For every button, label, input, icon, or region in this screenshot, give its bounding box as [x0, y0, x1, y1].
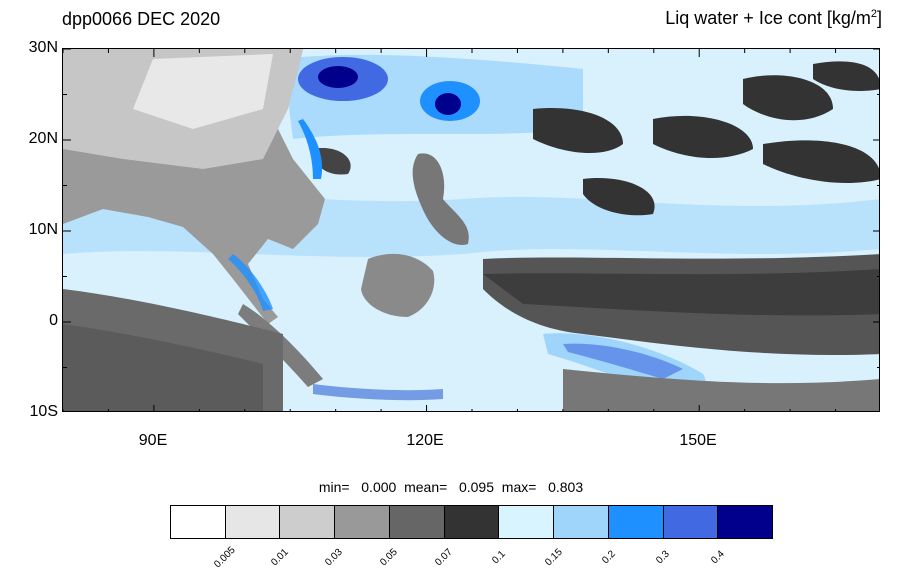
dataset-title: dpp0066 DEC 2020: [62, 9, 221, 29]
stats-mean-value: 0.095: [458, 479, 495, 495]
navy-patch-luzon: [435, 93, 461, 115]
blue-coast-malaysia: [228, 254, 273, 311]
colorbar-segment: [280, 506, 336, 538]
lon-label-120e: 120E: [406, 432, 444, 449]
land-plateau: [133, 54, 273, 129]
colorbar-tick-label: 0.03: [323, 546, 346, 569]
field-stats: min= 0.000 mean= 0.095 max= 0.803: [0, 479, 902, 495]
stats-min-label: min=: [318, 479, 350, 495]
lon-label-90e: 90E: [138, 432, 168, 449]
colorbar-segment: [608, 506, 664, 538]
cloud-cluster-2: [653, 115, 753, 159]
axis-ticks: [63, 49, 879, 411]
cloud-cluster-6: [583, 178, 655, 216]
variable-title: Liq water + Ice cont [kg/m2]: [665, 8, 882, 29]
colorbar-segment: [225, 506, 281, 538]
map-field: [63, 49, 879, 411]
cloud-belt-southeast: [563, 369, 879, 411]
blue-coast-vietnam: [298, 119, 323, 179]
lat-label-0: 0: [49, 312, 58, 329]
cloud-cluster-7: [313, 148, 351, 175]
cloud-belt-east-dark: [483, 269, 879, 316]
cloud-cluster-1: [533, 108, 623, 154]
colorbar-tick-label: 0.2: [599, 548, 618, 567]
stats-max-value: 0.803: [548, 479, 584, 495]
variable-title-main: Liq water + Ice cont [kg/m: [665, 8, 871, 28]
map-panel: [62, 48, 880, 412]
colorbar: [170, 505, 773, 539]
colorbar-segment: [663, 506, 719, 538]
land-philippines: [412, 153, 469, 245]
stats-max-label: max=: [501, 479, 537, 495]
cloud-cluster-3: [743, 75, 833, 121]
stats-mean-label: mean=: [404, 479, 448, 495]
colorbar-segment: [389, 506, 445, 538]
colorbar-segment: [554, 506, 609, 538]
land-java: [313, 384, 443, 401]
colorbar-tick-label: 0.3: [654, 548, 673, 567]
colorbar-segment: [335, 506, 390, 538]
colorbar-tick-label: 0.4: [709, 548, 727, 567]
colorbar-tick-label: 0.01: [268, 546, 291, 569]
lat-label-10n: 10N: [28, 221, 58, 238]
colorbar-tick-label: 0.15: [542, 546, 565, 569]
colorbar-tick-label: 0.005: [212, 544, 238, 571]
land-borneo: [361, 253, 435, 317]
colorbar-tick-label: 0.07: [433, 546, 455, 569]
lat-label-30n: 30N: [28, 39, 58, 56]
lat-label-10s: 10S: [29, 403, 58, 420]
land-newguinea-cloud: [563, 343, 683, 379]
colorbar-tick-label: 0.05: [378, 546, 401, 569]
colorbar-tick-label: 0.1: [490, 548, 508, 567]
navy-patch-scs: [318, 66, 358, 88]
cloud-cluster-4: [763, 140, 879, 183]
colorbar-segment: [444, 506, 500, 538]
variable-title-end: ]: [876, 8, 882, 28]
cloud-belt-west-dark: [63, 324, 263, 411]
colorbar-segment: [171, 506, 226, 538]
lon-label-150e: 150E: [679, 432, 717, 449]
colorbar-segment: [718, 506, 773, 538]
variable-title-sup: 2: [870, 8, 877, 20]
colorbar-segment: [499, 506, 555, 538]
cloud-cluster-5: [813, 61, 879, 91]
stats-min-value: 0.000: [361, 479, 397, 495]
lat-label-20n: 20N: [28, 130, 58, 147]
